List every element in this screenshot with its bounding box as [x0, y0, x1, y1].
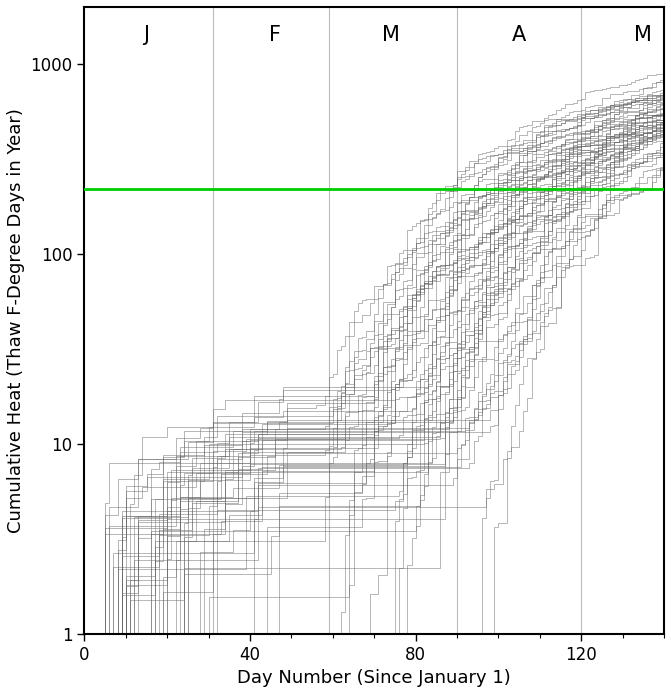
Text: A: A: [512, 26, 526, 45]
Text: J: J: [144, 26, 150, 45]
Text: M: M: [634, 26, 652, 45]
X-axis label: Day Number (Since January 1): Day Number (Since January 1): [238, 669, 511, 687]
Text: F: F: [269, 26, 281, 45]
Text: M: M: [382, 26, 400, 45]
Y-axis label: Cumulative Heat (Thaw F-Degree Days in Year): Cumulative Heat (Thaw F-Degree Days in Y…: [7, 108, 25, 533]
